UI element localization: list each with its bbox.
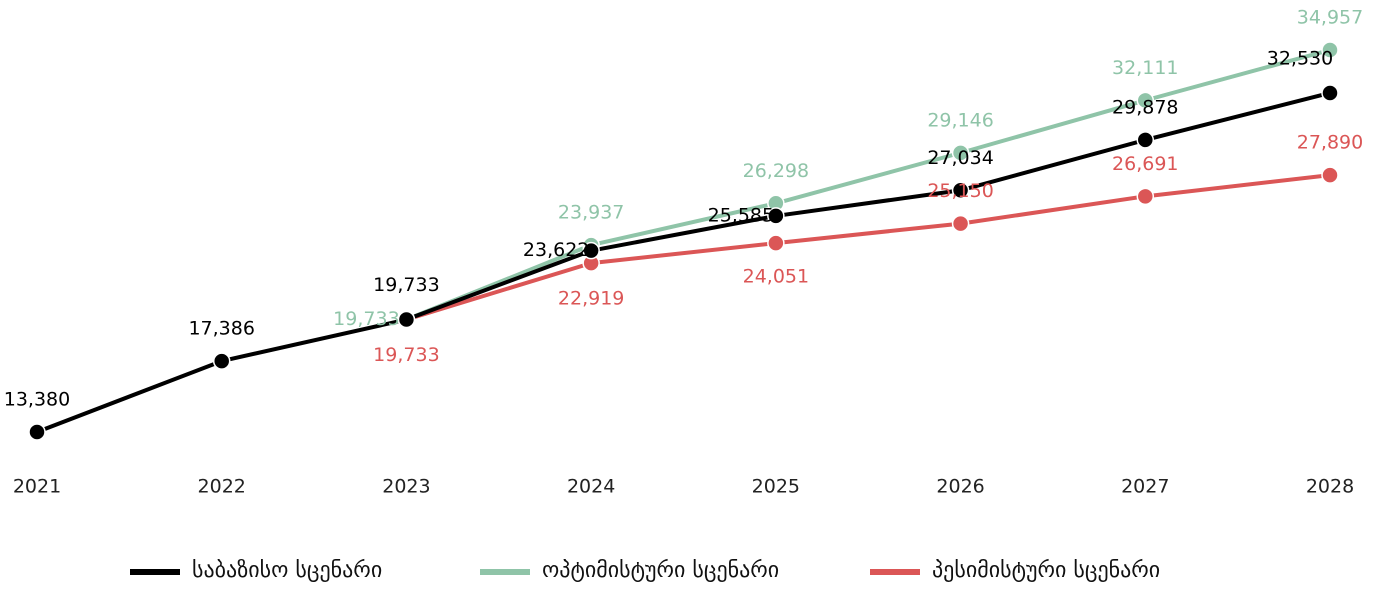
data-label: 23,937 [558,202,624,224]
series-line [405,173,1331,322]
data-label: 24,051 [743,266,809,288]
data-point [397,310,416,329]
x-tick-label: 2021 [13,476,61,498]
data-label: 19,733 [373,344,439,366]
data-point [951,214,970,233]
data-point [767,207,785,225]
data-label: 27,890 [1297,132,1363,154]
data-point [1136,187,1155,206]
data-point [1321,41,1339,59]
legend-label: ოპტიმისტური სცენარი [542,558,779,583]
legend-label: საბაზისო სცენარი [192,558,382,583]
data-label: 25,585 [708,204,774,226]
data-point [1136,91,1155,110]
series-line [405,48,1331,322]
data-label: 27,034 [927,147,993,169]
data-label: 17,386 [188,318,254,340]
data-label: 23,622 [523,239,589,261]
data-label: 19,733 [373,274,439,296]
x-tick-label: 2027 [1121,476,1169,498]
x-tick-label: 2026 [936,476,984,498]
data-label: 22,919 [558,288,624,310]
data-label: 26,298 [743,160,809,182]
data-label: 29,878 [1112,96,1178,118]
data-label: 19,733 [333,308,399,330]
data-point [951,181,970,200]
data-label: 32,530 [1267,47,1333,69]
x-tick-label: 2025 [752,476,800,498]
data-label: 29,146 [927,109,993,131]
x-tick-label: 2028 [1306,476,1354,498]
data-point [1136,131,1155,149]
data-point [1321,166,1339,184]
data-point [951,144,970,162]
legend-label: პესიმისტური სცენარი [932,558,1160,583]
series-line [36,91,1331,434]
x-tick-label: 2022 [198,476,246,498]
x-tick-label: 2023 [382,476,430,498]
data-point [582,241,600,260]
data-label: 34,957 [1297,7,1363,29]
data-point [28,423,46,441]
data-point [767,234,785,252]
data-point [1321,84,1339,102]
data-point [212,352,231,370]
x-tick-label: 2024 [567,476,615,498]
data-label: 32,111 [1112,57,1178,79]
data-label: 13,380 [4,389,70,411]
data-label: 25,150 [927,180,993,202]
data-label: 26,691 [1112,153,1178,175]
